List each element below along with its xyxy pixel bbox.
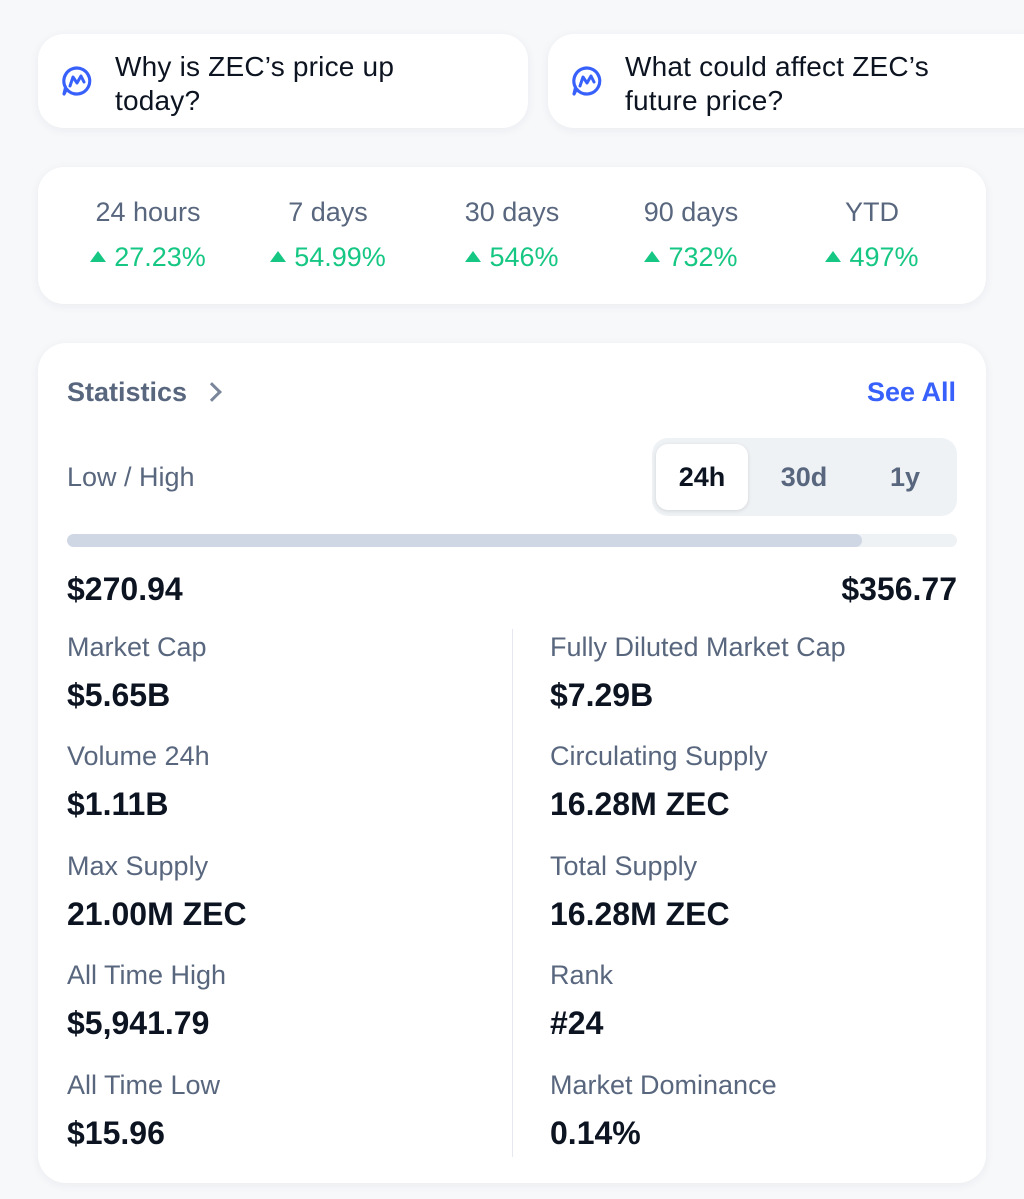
prompt-text: What could affect ZEC’s future price? — [625, 51, 929, 116]
metric-value: $5,941.79 — [67, 1005, 210, 1041]
range-low-value: $270.94 — [67, 571, 183, 607]
caret-up-icon — [90, 250, 107, 262]
metric-all-time-low: All Time Low $15.96 — [67, 1068, 487, 1152]
statistics-title: Statistics — [67, 377, 188, 407]
range-tab-30d[interactable]: 30d — [780, 461, 828, 492]
performance-period: 24 hours — [95, 197, 201, 227]
performance-24h: 24 hours 27.23% — [58, 195, 238, 273]
low-high-label: Low / High — [67, 462, 195, 492]
performance-change: 54.99% — [238, 241, 418, 273]
ai-assistant-icon — [572, 66, 602, 96]
price-range-fill — [67, 534, 862, 547]
metric-label: Total Supply — [550, 851, 698, 881]
performance-ytd: YTD 497% — [782, 195, 962, 273]
metric-total-supply: Total Supply 16.28M ZEC — [550, 849, 970, 933]
range-tab-1y[interactable]: 1y — [889, 461, 921, 492]
caret-up-icon — [644, 250, 661, 262]
metric-label: Max Supply — [67, 851, 209, 881]
price-range-bar — [67, 534, 957, 547]
performance-30d: 30 days 546% — [422, 195, 602, 273]
metric-value: $5.65B — [67, 677, 171, 713]
metric-value: 0.14% — [550, 1115, 641, 1151]
performance-change: 546% — [422, 241, 602, 273]
metric-label: Circulating Supply — [550, 741, 768, 771]
metric-value: $7.29B — [550, 677, 654, 713]
ai-assistant-icon — [62, 66, 92, 96]
performance-period: 7 days — [288, 197, 368, 227]
chevron-right-icon — [202, 382, 222, 402]
metric-label: Rank — [550, 960, 614, 990]
metric-label: Volume 24h — [67, 741, 210, 771]
metric-value: 21.00M ZEC — [67, 896, 247, 932]
performance-period: 90 days — [643, 197, 739, 227]
price-performance-card: 24 hours 27.23% 7 days 54.99% 30 days 54… — [38, 167, 986, 304]
change-value: 497% — [849, 242, 919, 272]
ai-prompt-future-price[interactable]: What could affect ZEC’s future price? — [548, 34, 1024, 128]
ai-prompt-price-up[interactable]: Why is ZEC’s price up today? — [38, 34, 528, 128]
metric-all-time-high: All Time High $5,941.79 — [67, 958, 487, 1042]
caret-up-icon — [825, 250, 842, 262]
metric-label: Fully Diluted Market Cap — [550, 632, 846, 662]
metric-label: All Time Low — [67, 1070, 221, 1100]
caret-up-icon — [270, 250, 287, 262]
change-value: 27.23% — [114, 242, 206, 272]
caret-up-icon — [465, 250, 482, 262]
performance-change: 497% — [782, 241, 962, 273]
change-value: 546% — [489, 242, 559, 272]
performance-period: 30 days — [464, 197, 560, 227]
metric-value: 16.28M ZEC — [550, 786, 730, 822]
performance-90d: 90 days 732% — [601, 195, 781, 273]
metric-label: Market Dominance — [550, 1070, 777, 1100]
column-divider — [512, 629, 513, 1157]
metric-value: $15.96 — [67, 1115, 165, 1151]
metric-volume-24h: Volume 24h $1.11B — [67, 739, 487, 823]
metric-rank: Rank #24 — [550, 958, 970, 1042]
statistics-header-link[interactable]: Statistics — [67, 375, 222, 409]
performance-period: YTD — [845, 197, 899, 227]
metric-label: All Time High — [67, 960, 227, 990]
metric-value: #24 — [550, 1005, 604, 1041]
metric-fully-diluted-market-cap: Fully Diluted Market Cap $7.29B — [550, 630, 970, 714]
change-value: 54.99% — [294, 242, 386, 272]
metric-max-supply: Max Supply 21.00M ZEC — [67, 849, 487, 933]
performance-7d: 7 days 54.99% — [238, 195, 418, 273]
metric-circulating-supply: Circulating Supply 16.28M ZEC — [550, 739, 970, 823]
performance-change: 27.23% — [58, 241, 238, 273]
metric-value: 16.28M ZEC — [550, 896, 730, 932]
range-high-value: $356.77 — [841, 571, 957, 607]
performance-change: 732% — [601, 241, 781, 273]
metric-market-dominance: Market Dominance 0.14% — [550, 1068, 970, 1152]
metric-market-cap: Market Cap $5.65B — [67, 630, 487, 714]
range-tab-24h[interactable]: 24h — [656, 444, 748, 510]
metric-label: Market Cap — [67, 632, 207, 662]
metric-value: $1.11B — [67, 786, 169, 822]
prompt-text: Why is ZEC’s price up today? — [115, 51, 395, 116]
range-selector: 24h 30d 1y — [652, 438, 957, 516]
change-value: 732% — [668, 242, 738, 272]
statistics-card: Statistics See All Low / High 24h 30d 1y… — [38, 343, 986, 1183]
see-all-link[interactable]: See All — [866, 377, 956, 407]
